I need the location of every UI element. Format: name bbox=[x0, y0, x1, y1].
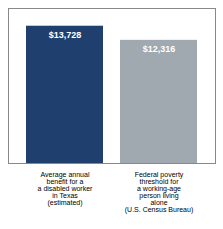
svg-text:$13,728: $13,728 bbox=[49, 30, 82, 40]
svg-text:Average annualbenefit for aa d: Average annualbenefit for aa disabled wo… bbox=[38, 171, 94, 207]
svg-text:$12,316: $12,316 bbox=[143, 44, 176, 54]
svg-text:Federal povertythreshold fora: Federal povertythreshold fora working-ag… bbox=[125, 171, 193, 214]
